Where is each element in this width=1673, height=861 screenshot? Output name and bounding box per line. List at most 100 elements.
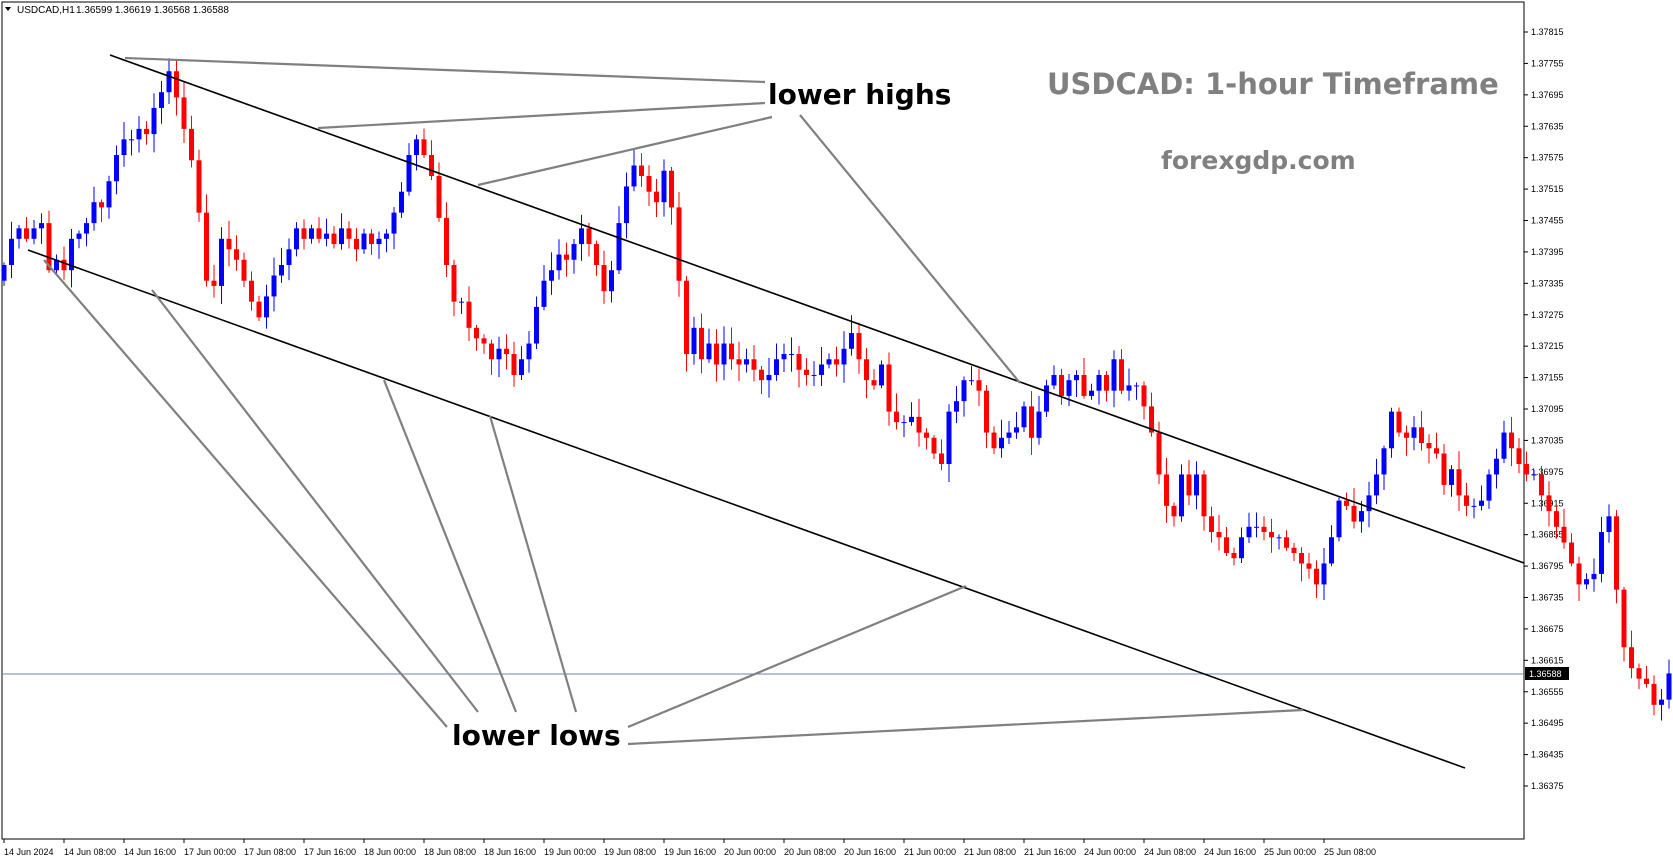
candle <box>571 239 577 274</box>
candle-body <box>894 411 899 423</box>
candle-body <box>1269 532 1274 538</box>
candle <box>714 329 719 382</box>
candle <box>646 165 652 206</box>
candle-body <box>54 259 59 271</box>
candle-body <box>796 354 802 370</box>
candle-body <box>1561 526 1567 543</box>
candle-body <box>1426 443 1432 449</box>
candle-body <box>189 128 194 161</box>
candle <box>564 242 569 277</box>
price-tick-label: 1.37335 <box>1531 278 1564 288</box>
candle-body <box>286 249 292 266</box>
candle <box>316 217 322 244</box>
candle <box>1614 510 1619 604</box>
candle-body <box>1606 516 1612 533</box>
candle <box>744 348 749 373</box>
candle-body <box>31 228 37 239</box>
candle-body <box>586 228 592 245</box>
candle <box>1426 434 1432 464</box>
candle-body <box>1 265 7 281</box>
candle <box>1171 502 1177 527</box>
candle-body <box>654 191 659 203</box>
time-tick-label: 21 Jun 16:00 <box>1024 847 1076 857</box>
candle <box>909 402 914 426</box>
candle <box>1021 401 1027 433</box>
candle-body <box>391 212 397 234</box>
price-tick-label: 1.37695 <box>1531 90 1564 100</box>
time-tick-label: 14 Jun 16:00 <box>124 847 176 857</box>
candle <box>1179 464 1184 522</box>
candle <box>1516 438 1522 474</box>
candle <box>271 257 277 312</box>
candle-body <box>129 139 134 141</box>
time-tick-label: 20 Jun 08:00 <box>784 847 836 857</box>
time-tick-label: 14 Jun 08:00 <box>64 847 116 857</box>
candle <box>616 206 622 274</box>
price-tick-label: 1.37275 <box>1531 310 1564 320</box>
candle <box>856 322 862 374</box>
price-tick-label: 1.37755 <box>1531 58 1564 68</box>
candle <box>601 250 607 304</box>
candle <box>886 352 892 426</box>
candle-body <box>399 191 404 213</box>
candle-body <box>931 437 937 454</box>
price-tick-label: 1.36435 <box>1531 750 1564 760</box>
candle <box>234 235 239 271</box>
candle-body <box>1314 568 1319 585</box>
candle <box>1314 560 1319 599</box>
candle <box>1186 460 1192 506</box>
candle <box>976 368 982 406</box>
candle-body <box>84 223 89 234</box>
candle-body <box>1351 505 1357 522</box>
candle <box>1644 666 1649 688</box>
time-tick-label: 25 Jun 08:00 <box>1324 847 1376 857</box>
candle-body <box>781 354 787 360</box>
candle <box>1591 558 1597 592</box>
candle-body <box>1629 647 1634 669</box>
candle-body <box>1419 427 1424 444</box>
candle <box>1419 411 1424 451</box>
candle-body <box>1066 380 1072 396</box>
candle <box>1651 675 1657 716</box>
candle-body <box>526 343 532 360</box>
dropdown-triangle-icon[interactable] <box>5 7 11 11</box>
candle-body <box>1036 411 1042 438</box>
candle-body <box>541 280 547 307</box>
candle <box>834 346 839 377</box>
candle-body <box>39 223 44 229</box>
candle-body <box>211 280 217 286</box>
time-tick-label: 20 Jun 00:00 <box>724 847 776 857</box>
candle-body <box>271 275 277 297</box>
candle <box>241 252 247 287</box>
candle-body <box>954 401 959 412</box>
candle-body <box>534 306 539 344</box>
candle <box>1636 663 1642 690</box>
candle <box>339 213 344 250</box>
candle-body <box>1614 516 1619 590</box>
candle-body <box>646 175 652 192</box>
candle-body <box>1569 542 1574 564</box>
candle-body <box>1359 511 1364 522</box>
pointer-low-5 <box>627 584 967 729</box>
candle-body <box>46 223 52 271</box>
candle-body <box>1411 427 1417 438</box>
time-tick-label: 20 Jun 16:00 <box>844 847 896 857</box>
candle <box>1291 542 1297 562</box>
candle-body <box>736 359 742 365</box>
candle-body <box>451 265 457 302</box>
candle <box>1306 552 1312 579</box>
candle-body <box>721 343 727 365</box>
candle-body <box>196 160 202 213</box>
candle <box>1531 469 1537 481</box>
candle <box>1576 556 1582 601</box>
candle-body <box>624 186 629 224</box>
candle-body <box>219 238 224 286</box>
pointer-lines <box>43 56 1304 746</box>
candle <box>421 128 427 158</box>
candle-body <box>1201 474 1207 517</box>
candle <box>519 346 524 381</box>
candle-body <box>819 364 824 375</box>
candle-body <box>1134 385 1139 387</box>
candle <box>129 129 134 156</box>
